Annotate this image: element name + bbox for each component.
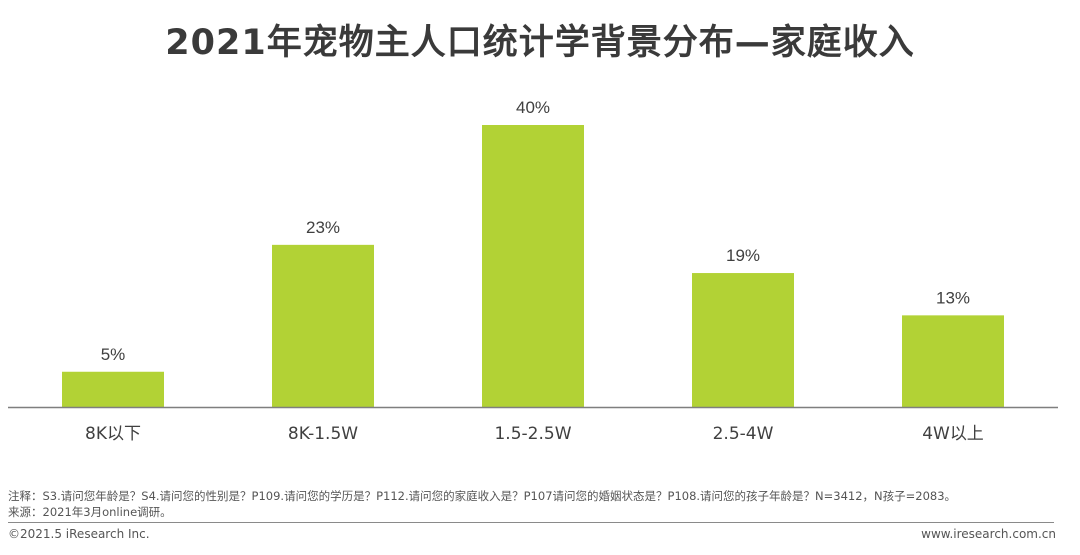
footer-divider bbox=[8, 522, 1054, 523]
value-labels-group: 5% 23% 40% 19% 13% bbox=[101, 98, 970, 364]
copyright-text: ©2021.5 iResearch Inc. bbox=[8, 527, 150, 541]
chart-title: 2021年宠物主人口统计学背景分布—家庭收入 bbox=[165, 23, 915, 63]
value-label-1: 5% bbox=[101, 345, 126, 364]
footnote-source: 来源：2021年3月online调研。 bbox=[8, 505, 172, 519]
category-label-2: 8K-1.5W bbox=[288, 424, 358, 444]
category-label-1: 8K以下 bbox=[85, 424, 141, 444]
value-label-2: 23% bbox=[306, 218, 340, 237]
category-labels-group: 8K以下 8K-1.5W 1.5-2.5W 2.5-4W 4W以上 bbox=[85, 424, 984, 444]
bar-chart: 5% 23% 40% 19% 13% 8K以下 8K-1.5W 1.5-2.5W 2.5-4W… bbox=[8, 98, 1058, 444]
bars-group bbox=[62, 125, 1004, 407]
footnotes: 注释：S3.请问您年龄是？S4.请问您的性别是？P109.请问您的学历是？P11… bbox=[8, 488, 956, 520]
category-label-3: 1.5-2.5W bbox=[494, 424, 571, 444]
bar-5 bbox=[902, 315, 1004, 407]
value-label-4: 19% bbox=[726, 246, 760, 265]
value-label-3: 40% bbox=[516, 98, 550, 117]
footnote-note: 注释：S3.请问您年龄是？S4.请问您的性别是？P109.请问您的学历是？P11… bbox=[8, 489, 957, 503]
bar-2 bbox=[272, 244, 374, 407]
category-label-4: 2.5-4W bbox=[713, 424, 774, 444]
bar-3 bbox=[482, 125, 584, 407]
value-label-5: 13% bbox=[936, 288, 970, 307]
bar-4 bbox=[692, 273, 794, 407]
website-link[interactable]: www.iresearch.com.cn bbox=[921, 527, 1056, 541]
category-label-5: 4W以上 bbox=[922, 424, 984, 444]
bar-1 bbox=[62, 371, 164, 407]
